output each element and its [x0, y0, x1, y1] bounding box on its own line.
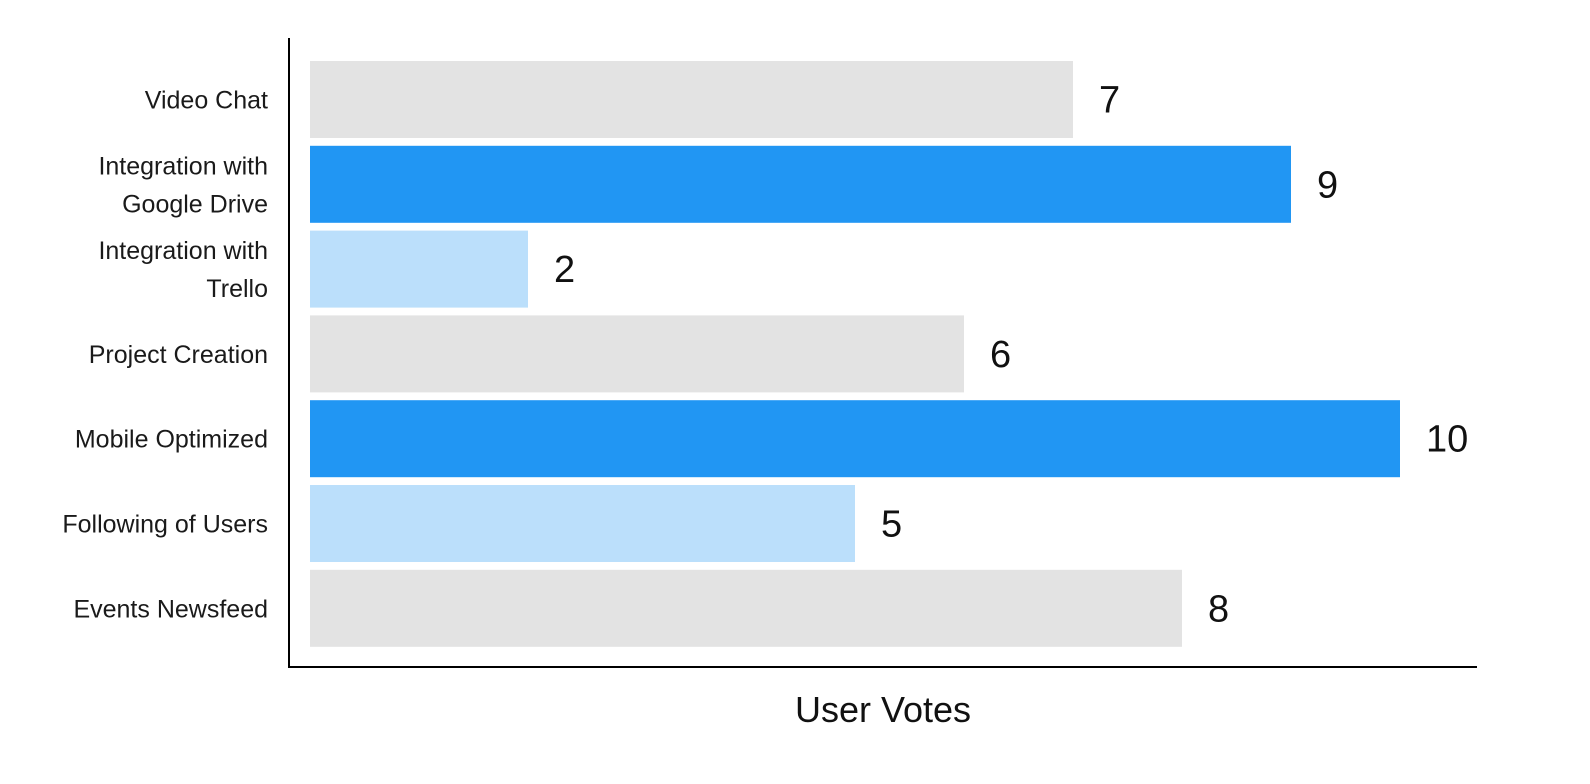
bar-5 [310, 400, 1400, 478]
category-label-1: Video Chat [145, 87, 268, 115]
bar-3 [310, 230, 528, 308]
value-label-1: 7 [1099, 80, 1120, 122]
value-label-7: 8 [1208, 588, 1229, 630]
category-label-2-line-2: Google Drive [122, 190, 268, 218]
category-label-2-line-1: Integration with [98, 152, 268, 180]
value-label-4: 6 [990, 334, 1011, 376]
bar-6 [310, 485, 855, 562]
bar-2 [310, 145, 1291, 223]
value-labels-group: 7 9 2 6 10 5 8 [554, 80, 1468, 631]
bar-4 [310, 315, 964, 393]
bars-group [310, 61, 1400, 647]
category-labels-group: Video Chat Integration with Google Drive In… [62, 87, 268, 624]
value-label-2: 9 [1317, 164, 1338, 206]
x-axis-title: User Votes [795, 689, 971, 730]
category-label-3-line-2: Trello [206, 275, 268, 303]
value-label-3: 2 [554, 249, 575, 291]
value-label-6: 5 [881, 504, 902, 546]
bar-1 [310, 61, 1073, 138]
category-label-5: Mobile Optimized [75, 426, 268, 454]
bar-7 [310, 569, 1182, 647]
category-label-6: Following of Users [62, 511, 268, 539]
category-label-7: Events Newsfeed [73, 595, 268, 623]
category-label-4: Project Creation [89, 341, 268, 369]
value-label-5: 10 [1426, 419, 1468, 461]
category-label-3-line-1: Integration with [98, 237, 268, 265]
